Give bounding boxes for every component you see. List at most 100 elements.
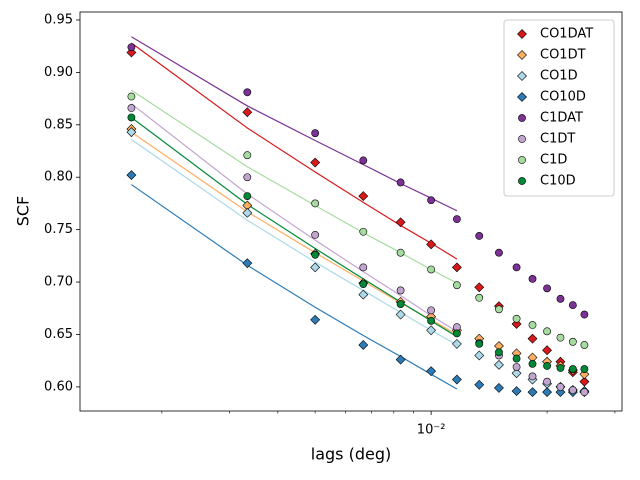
point [311, 129, 320, 138]
point [528, 275, 537, 283]
point [543, 377, 551, 386]
point [311, 230, 320, 239]
legend-marker [518, 177, 526, 185]
point [451, 262, 462, 273]
point [512, 363, 521, 371]
point [396, 248, 405, 257]
point [427, 306, 436, 315]
point [395, 309, 406, 320]
y-tick-label: 0.80 [44, 170, 73, 185]
point [243, 151, 252, 160]
point [495, 248, 503, 257]
point [543, 362, 551, 370]
y-tick-label: 0.70 [44, 275, 73, 290]
point [359, 156, 368, 165]
point [568, 386, 577, 394]
point [451, 374, 462, 385]
point [311, 250, 320, 259]
point [359, 227, 368, 236]
point [511, 368, 522, 379]
point [127, 104, 136, 112]
point [426, 366, 437, 377]
point [427, 196, 436, 205]
point [310, 157, 321, 168]
point [359, 280, 368, 289]
point [243, 173, 252, 182]
point [580, 310, 589, 319]
y-tick-label: 0.95 [44, 12, 73, 27]
point [310, 314, 321, 325]
point [512, 263, 521, 272]
point [451, 338, 462, 349]
point [453, 215, 461, 224]
point [568, 301, 577, 310]
point [475, 232, 484, 240]
point [395, 354, 406, 365]
point [242, 207, 253, 218]
point [242, 107, 253, 118]
point [310, 262, 321, 273]
point [494, 359, 504, 370]
point [474, 350, 485, 361]
point [474, 282, 485, 293]
point [126, 127, 137, 138]
point [527, 387, 538, 398]
point [556, 294, 565, 303]
legend-marker [518, 135, 526, 143]
point [127, 43, 136, 52]
point [127, 113, 136, 122]
point [556, 364, 565, 372]
point [426, 325, 437, 336]
point [512, 354, 521, 363]
point [396, 178, 405, 187]
legend: CO1DAT CO1DT CO1D CO10D C1DAT C1DT C1D C10D [503, 19, 615, 197]
point [542, 387, 552, 398]
legend-label: CO1D [540, 69, 578, 84]
point [358, 191, 369, 202]
point [543, 284, 551, 293]
legend-marker [518, 114, 526, 122]
point [127, 92, 136, 101]
legend-label: C10D [540, 174, 576, 189]
point [311, 199, 320, 208]
legend-label: C1DAT [540, 111, 583, 126]
point [243, 88, 252, 97]
legend-marker [517, 71, 527, 81]
point [527, 333, 538, 344]
y-tick-label: 0.65 [44, 327, 73, 342]
legend-label: C1DT [540, 132, 575, 147]
legend-label: C1D [540, 153, 567, 168]
point [542, 345, 552, 356]
legend-label: CO1DT [540, 48, 586, 63]
y-tick-label: 0.75 [44, 222, 73, 237]
point [580, 365, 589, 373]
legend-marker [518, 156, 526, 164]
legend-label: CO10D [540, 90, 586, 105]
x-axis-label: lags (deg) [311, 445, 391, 464]
y-tick-label: 0.60 [44, 379, 73, 394]
point [396, 286, 405, 295]
x-tick-label: 10⁻² [417, 423, 446, 438]
point [396, 300, 405, 308]
axes-frame [79, 11, 623, 412]
point [495, 348, 503, 357]
legend-marker [517, 92, 527, 102]
point [243, 192, 252, 200]
point [568, 337, 577, 346]
y-tick-label: 0.90 [44, 65, 73, 80]
point [475, 340, 484, 348]
legend-box [503, 19, 615, 197]
point [242, 258, 253, 269]
point [528, 372, 537, 381]
legend-marker [517, 50, 527, 60]
point [568, 365, 577, 373]
y-tick-label: 0.85 [44, 117, 73, 132]
point [395, 217, 406, 228]
point [579, 376, 590, 387]
point [495, 305, 503, 314]
legend-label: CO1DAT [540, 27, 593, 42]
point [511, 386, 522, 397]
point [126, 170, 137, 181]
y-axis-label: SCF [14, 196, 33, 227]
